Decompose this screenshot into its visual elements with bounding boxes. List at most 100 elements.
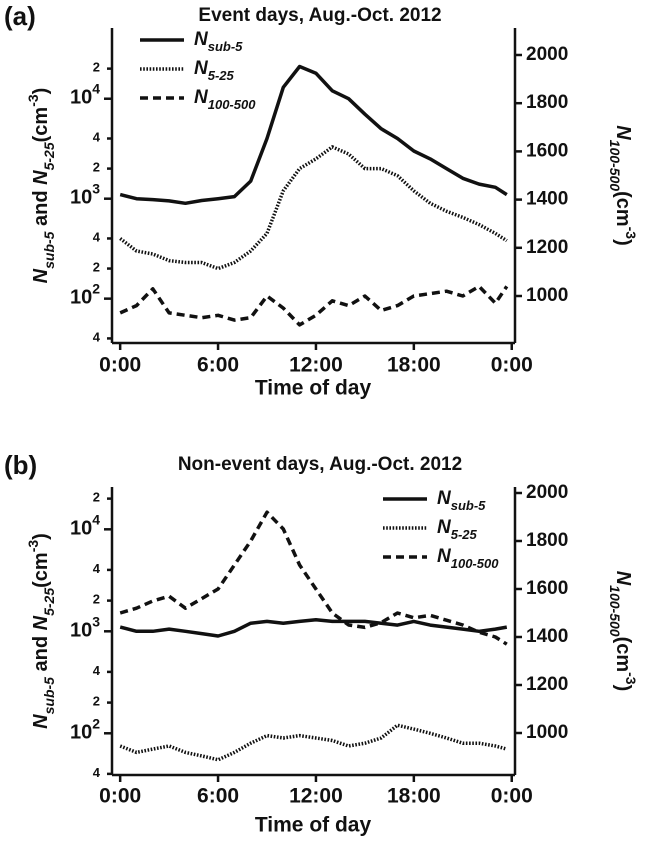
y-tick-label-base: 4 [93,230,101,245]
y-tick-label: 4 [93,230,101,245]
y-tick-label-base: 10 [70,722,92,744]
y2-axis-label-part: (cm [612,637,634,673]
y2-tick-label: 1400 [526,189,568,210]
y2-tick-label: 1800 [526,92,568,113]
y-axis-label-part: sub-5 [41,677,57,715]
y2-tick-label: 2000 [526,482,568,503]
y2-axis-label-part: (cm [612,191,634,227]
y-tick-label-base: 2 [93,490,100,505]
y-tick-label-base: 10 [70,620,92,642]
y-tick-label: 4 [93,663,101,678]
y-axis-label-part: N [30,268,52,283]
y2-axis-label-part: ) [612,685,634,692]
y-tick-label: 2 [93,592,100,607]
y-tick-label-base: 4 [93,561,101,576]
series-line [119,64,508,206]
x-tick-label: 0:00 [491,785,533,808]
y-axis-label-part: (cm [30,107,52,143]
legend-label: Nsub-5 [194,29,243,54]
x-tick-label: 0:00 [99,785,141,808]
y-axis-label: Nsub-5 and N5-25(cm-3) [25,533,57,729]
y-tick-label-base: 4 [93,330,101,345]
y-tick-label-base: 4 [93,765,101,780]
y-axis-label-part: 5-25 [41,588,57,616]
legend-label: N5-25 [437,517,478,542]
y-axis-label-part: (cm [30,552,52,588]
x-axis-label: Time of day [255,814,372,837]
y-tick-label: 103 [70,613,100,642]
series-line [119,723,508,762]
chart-title: Non-event days, Aug.-Oct. 2012 [178,454,462,475]
legend-label-part: 5-25 [451,527,478,542]
y-tick-label-exponent: 4 [92,80,100,96]
x-tick-label: 18:00 [387,785,441,808]
y-axis-label-part: -3 [25,94,41,107]
x-tick-label: 12:00 [289,354,343,377]
y2-axis-label: N100-500(cm-3) [607,571,639,692]
y2-axis-label: N100-500(cm-3) [607,125,639,246]
y-tick-label-base: 2 [93,260,100,275]
y2-tick-label: 1800 [526,530,568,551]
y-tick-label-base: 2 [93,160,100,175]
y-axis-label: Nsub-5 and N5-25(cm-3) [25,88,57,284]
y-tick-label: 4 [93,330,101,345]
legend-label-part: sub-5 [451,498,486,513]
x-axis-label: Time of day [255,377,372,400]
series-line [119,145,508,271]
y-axis-label-part: N [30,714,52,729]
y2-tick-label: 1000 [526,722,568,743]
y-tick-label-base: 10 [70,187,92,209]
y2-axis-label-part: -3 [623,227,639,240]
legend-label-part: N [437,488,452,509]
y-axis-label-part: -3 [25,540,41,553]
y-tick-label: 4 [93,561,101,576]
legend-label-part: 100-500 [208,97,256,112]
x-tick-label: 0:00 [99,354,141,377]
y2-axis-label-part: 100-500 [607,140,623,192]
y-tick-label: 2 [93,260,100,275]
y-tick-label-base: 2 [93,60,100,75]
y2-tick-label: 1600 [526,140,568,161]
legend-label: N100-500 [437,546,499,571]
x-tick-label: 18:00 [387,354,441,377]
y2-tick-label: 2000 [526,44,568,65]
y-axis-label-part: ) [30,88,52,95]
x-tick-label: 6:00 [197,785,239,808]
y2-axis-label-part: ) [612,239,634,246]
y2-axis-label-part: N [612,125,634,140]
y-tick-label-exponent: 2 [92,280,100,296]
series-line [119,617,508,638]
y-tick-label: 2 [93,694,100,709]
legend-label: N100-500 [194,87,256,112]
y-tick-label: 4 [93,765,101,780]
legend-label: Nsub-5 [437,488,486,513]
y-tick-label: 103 [70,180,100,209]
y-tick-label: 102 [70,280,100,309]
legend-label-part: 100-500 [451,556,499,571]
y-axis-label-part: 5-25 [41,142,57,170]
legend-label-part: N [437,517,452,538]
legend-label-part: N [194,87,209,108]
y-tick-label: 4 [93,130,101,145]
x-tick-label: 12:00 [289,785,343,808]
legend-label-part: N [194,29,209,50]
y-axis-label-part: ) [30,533,52,540]
y-tick-label-base: 10 [70,87,92,109]
y-tick-label: 2 [93,490,100,505]
legend-label-part: sub-5 [208,39,243,54]
legend-label: N5-25 [194,58,235,83]
y-tick-label: 104 [70,80,100,109]
y2-axis-label-part: 100-500 [607,585,623,637]
y-tick-label-base: 10 [70,287,92,309]
y-axis-label-part: N [30,615,52,630]
y-tick-label-exponent: 4 [92,511,100,527]
y-tick-label-exponent: 2 [92,715,100,731]
y-tick-label-exponent: 3 [92,180,100,196]
y-tick-label-exponent: 3 [92,613,100,629]
y2-axis-label-part: N [612,571,634,586]
y-tick-label-base: 2 [93,694,100,709]
y2-axis-label-part: -3 [623,672,639,685]
x-tick-label: 6:00 [197,354,239,377]
y-tick-label-base: 4 [93,663,101,678]
y2-tick-label: 1200 [526,674,568,695]
